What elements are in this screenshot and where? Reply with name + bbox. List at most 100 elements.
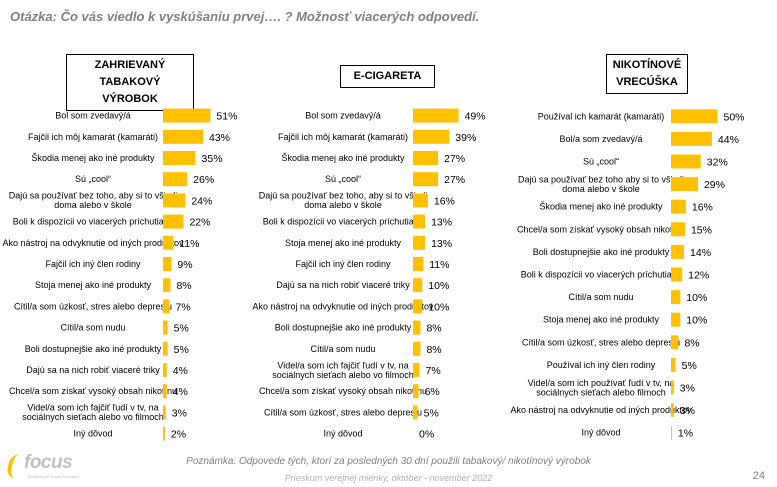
value-label: 10% <box>686 292 707 304</box>
category-label: Videl/a som ich používať ľudí v tv, na so… <box>528 378 675 398</box>
value-label: 5% <box>424 407 439 419</box>
bar <box>671 335 679 350</box>
bar <box>671 267 683 282</box>
bar <box>671 177 698 192</box>
category-label: Iný dôvod <box>581 428 620 438</box>
bar <box>413 193 428 208</box>
bar <box>671 199 686 214</box>
category-label: Dajú sa používať bez toho, aby si to vši… <box>9 191 177 211</box>
bar <box>671 290 681 305</box>
bar <box>163 108 211 123</box>
value-label: 6% <box>425 386 440 398</box>
bar <box>163 172 188 187</box>
value-label: 39% <box>455 132 476 144</box>
value-label: 12% <box>688 270 709 282</box>
bar <box>413 320 421 335</box>
value-label: 14% <box>690 247 711 259</box>
bar <box>413 405 418 420</box>
chart-nicotine-pouches: Používal ich kamarát (kamaráti) 50% Bol/a … <box>510 109 745 440</box>
bar <box>671 357 676 372</box>
category-label: Ako nástroj na odvyknutie od iných produ… <box>252 301 434 311</box>
value-label: 10% <box>428 280 449 292</box>
category-label: Stoja menej ako iné produkty <box>543 315 660 325</box>
value-label: 4% <box>173 365 188 377</box>
category-label: Fajčil ich iný člen rodiny <box>295 259 391 269</box>
bar <box>671 403 674 418</box>
category-label: Boli dostupnejšie ako iné produkty <box>275 323 412 333</box>
value-label: 10% <box>686 315 707 327</box>
bar <box>163 384 167 399</box>
category-label: Sú „cool“ <box>325 174 361 184</box>
category-label: Používal ich kamarát (kamaráti) <box>538 111 665 121</box>
value-label: 44% <box>718 134 739 146</box>
bar <box>163 129 203 144</box>
bar <box>413 151 439 165</box>
value-label: 26% <box>193 174 214 186</box>
category-label: Boli dostupnejšie ako iné produkty <box>533 247 670 257</box>
bar <box>163 299 170 314</box>
category-label: Fajčil ich iný člen rodiny <box>45 259 141 269</box>
value-label: 32% <box>707 157 728 169</box>
value-label: 13% <box>431 238 452 250</box>
value-label: 3% <box>680 383 695 395</box>
category-label: Škodia menej ako iné produkty <box>31 153 155 163</box>
category-label: Stoja menej ako iné produkty <box>285 238 402 248</box>
category-label: Sú „cool“ <box>583 157 619 167</box>
bar <box>413 384 419 399</box>
value-label: 3% <box>172 407 187 419</box>
value-label: 8% <box>684 337 699 349</box>
value-label: 8% <box>426 344 441 356</box>
value-label: 22% <box>189 217 210 229</box>
value-label: 4% <box>173 386 188 398</box>
bar <box>671 154 701 169</box>
bar <box>671 109 718 124</box>
panel-title-heated-tobacco: ZAHRIEVANÝ TABAKOVÝ VÝROBOK <box>66 54 194 111</box>
category-label: Dajú sa používať bez toho aby si to všim… <box>518 174 684 194</box>
bar <box>671 244 685 259</box>
value-label: 15% <box>691 224 712 236</box>
bar <box>413 129 450 144</box>
value-label: 5% <box>174 323 189 335</box>
category-label: Dajú sa používať bez toho, aby si to vši… <box>259 191 427 211</box>
value-label: 16% <box>434 195 455 207</box>
value-label: 10% <box>428 301 449 313</box>
value-label: 11% <box>429 259 449 271</box>
bar <box>163 405 166 420</box>
category-label: Dajú sa na nich robiť viaceré triky <box>276 280 410 290</box>
panel-title-nicotine-pouches: NIKOTÍNOVÉ VRECÚŠKA <box>606 54 688 94</box>
category-label: Cítil/a som úzkosť, stres alebo depresiu <box>14 301 172 311</box>
category-label: Boli k dispozícii vo viacerých príchutia… <box>13 217 174 227</box>
category-label: Videl/a som ich fajčiť ľudí v tv, na soci… <box>272 360 413 380</box>
value-label: 0% <box>419 429 434 441</box>
category-label: Boli dostupnejšie ako iné produkty <box>25 344 162 354</box>
bar <box>163 193 186 208</box>
value-label: 5% <box>174 344 189 356</box>
category-label: Bol/a som zvedavý/á <box>559 134 642 144</box>
category-label: Chcel/a som získať vysoký obsah nikotínu <box>9 386 177 396</box>
bar <box>413 299 423 314</box>
chart-heated-tobacco: Bol som zvedavý/á 51% Fajčil ich môj kamar… <box>2 108 237 441</box>
category-label: Bol som zvedavý/á <box>305 111 381 121</box>
bar <box>413 235 426 250</box>
footnote: Poznámka: Odpovede tých, ktorí za posled… <box>186 456 591 467</box>
bar <box>671 222 685 237</box>
value-label: 5% <box>682 360 697 372</box>
bar <box>413 172 439 187</box>
category-label: Cítil/a som úzkosť, stres alebo depresiu <box>264 407 422 417</box>
bar <box>413 214 426 229</box>
value-label: 11% <box>179 238 199 250</box>
source-text: Prieskum verejnej mienky, október - nove… <box>284 473 493 483</box>
category-label: Škodia menej ako iné produkty <box>539 202 663 212</box>
value-label: 7% <box>426 365 441 377</box>
value-label: 50% <box>724 111 745 123</box>
bar <box>671 312 681 327</box>
value-label: 7% <box>176 301 191 313</box>
category-label: Bol som zvedavý/á <box>55 111 131 121</box>
category-label: Chcel/a som získať vysoký obsah nikotínu <box>259 386 427 396</box>
bar <box>413 341 421 356</box>
value-label: 27% <box>444 153 465 165</box>
category-label: Videl/a som ich fajčiť ľudí v tv, na soci… <box>22 403 163 423</box>
bar <box>671 425 672 440</box>
category-label: Chcel/a som získať vysoký obsah nikotínu <box>517 224 685 234</box>
value-label: 1% <box>678 428 693 440</box>
